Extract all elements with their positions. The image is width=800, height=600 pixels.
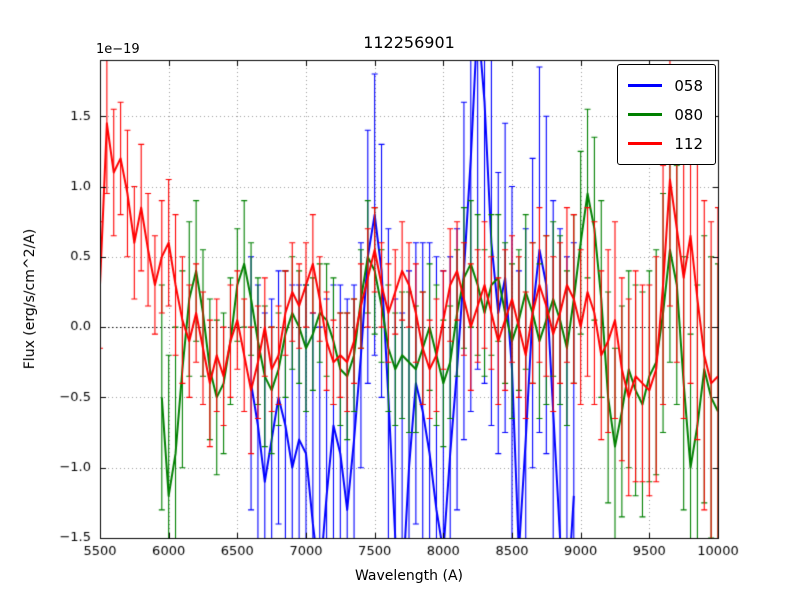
legend-label-058: 058 [674, 76, 703, 95]
chart-title: 112256901 [363, 33, 455, 52]
legend-line-green-icon [628, 113, 663, 116]
legend: 058 080 112 [617, 64, 716, 165]
legend-label-080: 080 [674, 105, 703, 124]
y-axis-label: Flux (erg/s/cm^2/A) [22, 228, 38, 370]
legend-line-blue-icon [628, 84, 663, 87]
y-axis-offset-label: 1e−19 [96, 42, 140, 57]
legend-item-058: 058 [628, 71, 703, 100]
legend-item-112: 112 [628, 129, 703, 158]
x-axis-label: Wavelength (A) [354, 568, 463, 584]
legend-line-red-icon [628, 142, 663, 145]
legend-item-080: 080 [628, 100, 703, 129]
legend-label-112: 112 [674, 134, 703, 153]
